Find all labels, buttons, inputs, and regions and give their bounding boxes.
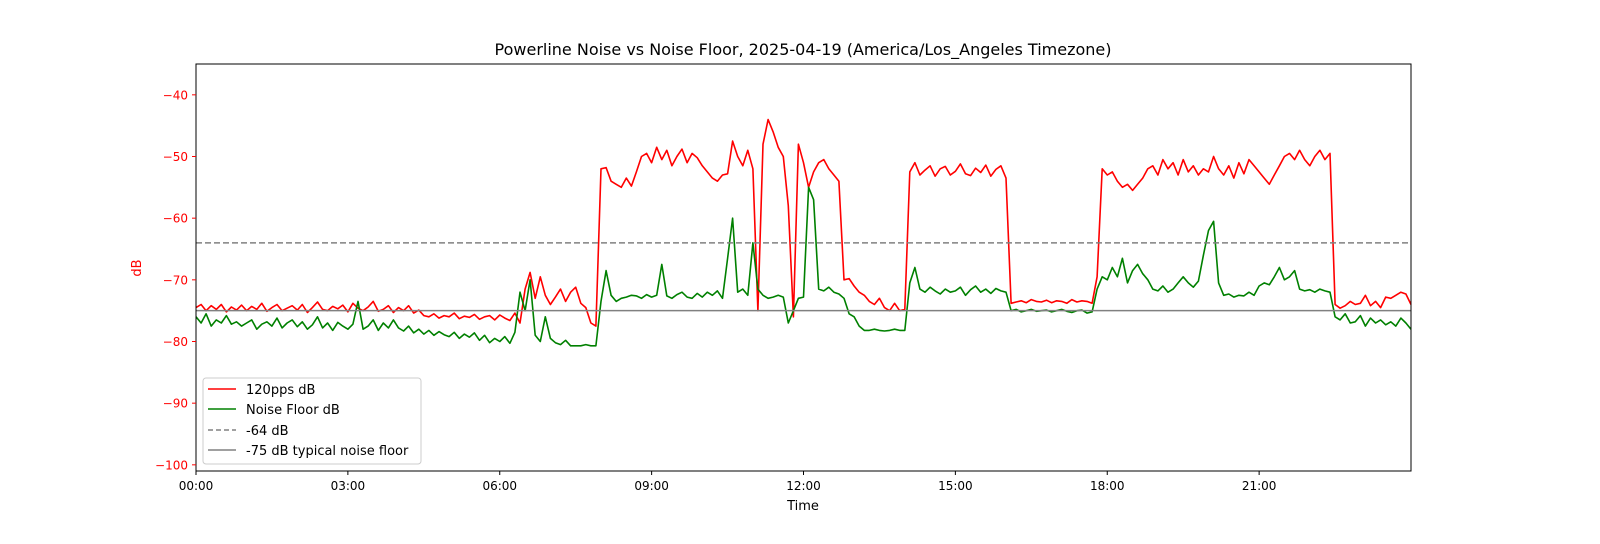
y-tick-label: −50	[163, 150, 188, 164]
x-axis: 00:00 03:00 06:00 09:00 12:00 15:00 18:00 21:00	[179, 471, 1277, 493]
chart-title: Powerline Noise vs Noise Floor, 2025-04-…	[495, 40, 1112, 60]
y-tick-label: −100	[155, 458, 188, 472]
x-tick-label: 09:00	[634, 479, 669, 493]
series-line-120pps	[195, 118, 1412, 327]
x-tick-label: 03:00	[331, 479, 366, 493]
y-tick-label: −40	[163, 88, 188, 102]
x-tick-label: 00:00	[179, 479, 214, 493]
x-tick-label: 15:00	[938, 479, 973, 493]
y-tick-label: −70	[163, 273, 188, 287]
y-tick-label: −90	[163, 397, 188, 411]
y-tick-label: −60	[163, 212, 188, 226]
legend-label-75db: -75 dB typical noise floor	[246, 444, 409, 459]
x-tick-label: 12:00	[786, 479, 821, 493]
legend-label-noise-floor: Noise Floor dB	[246, 403, 340, 418]
legend-label-120pps: 120pps dB	[246, 383, 315, 398]
legend: 120pps dB Noise Floor dB -64 dB -75 dB t…	[202, 377, 422, 465]
y-tick-label: −80	[163, 335, 188, 349]
legend-label-64db: -64 dB	[246, 424, 289, 439]
x-axis-label: Time	[786, 499, 819, 514]
x-tick-label: 18:00	[1090, 479, 1125, 493]
series-line-noise-floor	[195, 186, 1412, 347]
plot-area	[195, 118, 1412, 347]
x-tick-label: 21:00	[1242, 479, 1277, 493]
y-axis-label: dB	[130, 259, 145, 276]
y-axis: −40 −50 −60 −70 −80 −90 −100	[155, 88, 196, 472]
legend-box	[202, 377, 422, 465]
x-tick-label: 06:00	[482, 479, 517, 493]
